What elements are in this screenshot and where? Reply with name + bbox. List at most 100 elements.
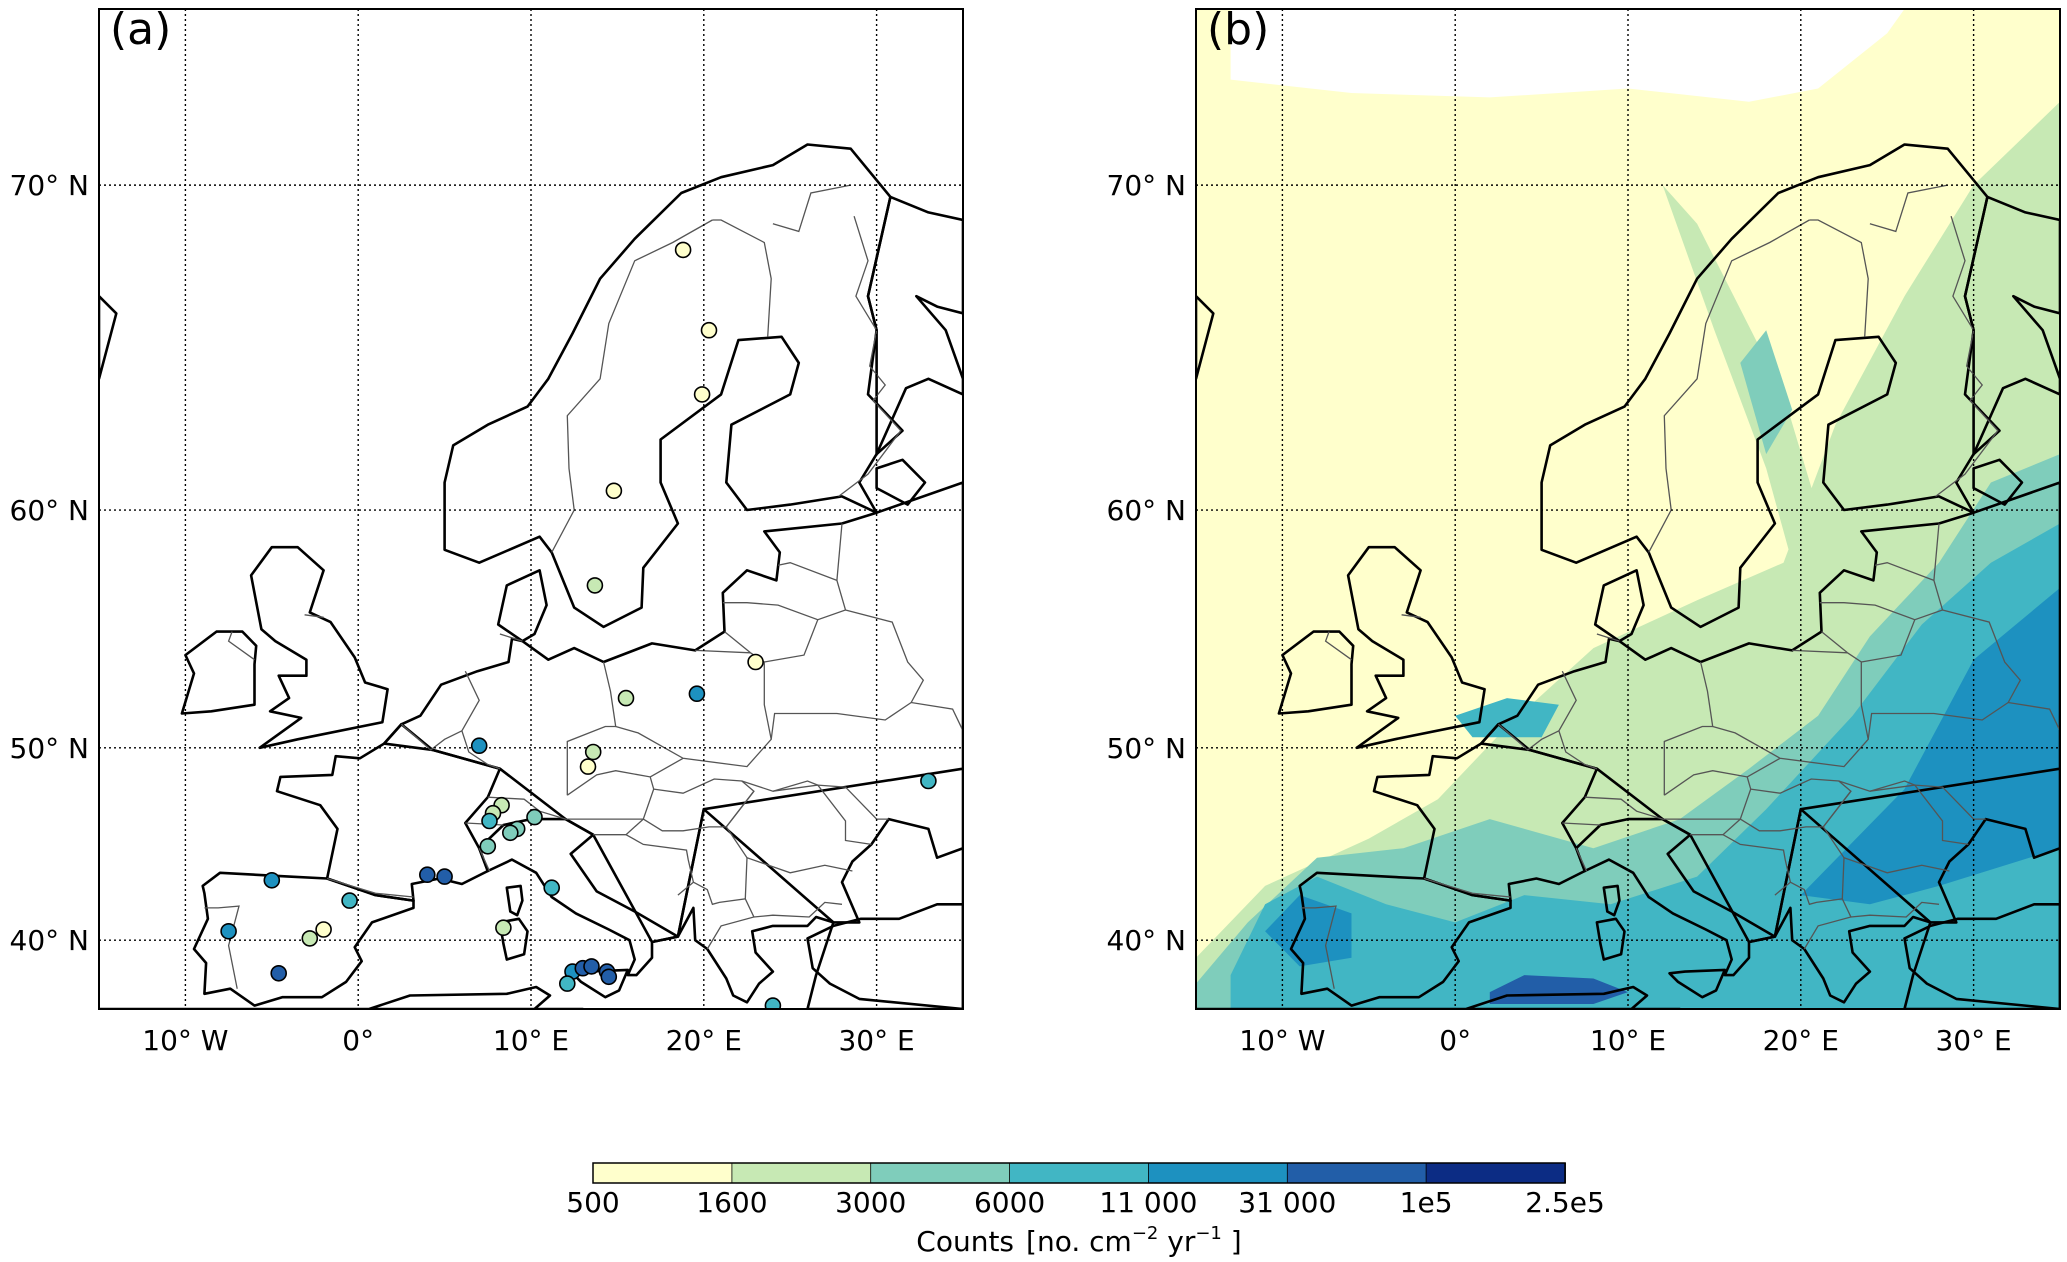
map-b-frame xyxy=(1195,8,2061,1010)
station-marker-14 xyxy=(526,808,543,826)
coastline-scandinavia-b xyxy=(1540,143,2001,629)
station-marker-28 xyxy=(270,964,288,982)
border-line-30-a xyxy=(204,905,240,989)
lat-tick-labels-b: 70° N 60° N 50° N 40° N xyxy=(1107,169,1186,957)
station-marker-19 xyxy=(418,866,436,884)
coastline-sardinia-b xyxy=(1595,917,1626,961)
station-marker-33 xyxy=(600,968,618,986)
border-line-24-b xyxy=(1790,881,1852,950)
station-markers xyxy=(220,241,937,1009)
border-line-31-a xyxy=(400,723,463,751)
station-marker-2 xyxy=(693,386,711,403)
border-line-2-b xyxy=(1869,184,1948,233)
border-line-1-b xyxy=(1809,219,1869,337)
border-line-9-a xyxy=(722,562,847,621)
border-line-10-a xyxy=(764,619,819,663)
border-line-0-a xyxy=(551,219,713,553)
coastline-turkey-a xyxy=(806,903,963,1009)
lat-label-50-b: 50° N xyxy=(1107,732,1186,765)
border-line-33-b xyxy=(1401,614,1421,618)
colorbar-bin-5 xyxy=(1286,1162,1428,1184)
border-line-13-b xyxy=(1933,523,1940,581)
colorbar-label: Counts [no. cm−2 yr−1 ] xyxy=(916,1223,1241,1258)
coastline-britain-a xyxy=(249,545,389,750)
graticule-b xyxy=(1196,9,2060,1009)
colorbar-label-exponent-1: −2 xyxy=(1132,1223,1159,1244)
coastline-balkans-south-a xyxy=(676,807,835,1004)
colorbar-bin-0 xyxy=(592,1162,733,1184)
border-line-26-a xyxy=(753,901,843,918)
colorbar-tick-7: 2.5e5 xyxy=(1525,1186,1605,1219)
station-marker-27 xyxy=(495,919,512,937)
colorbar-tick-1: 1600 xyxy=(696,1186,767,1219)
station-marker-1 xyxy=(700,321,718,339)
country-borders-a xyxy=(204,184,963,989)
station-marker-7 xyxy=(688,685,706,703)
station-marker-21 xyxy=(263,871,281,889)
coastline-lake-ladoga-b xyxy=(1972,458,2024,506)
lat-label-70-a: 70° N xyxy=(10,169,89,202)
border-line-10-b xyxy=(1861,619,1916,663)
border-line-13-a xyxy=(836,523,843,581)
coastline-britain-b xyxy=(1346,545,1486,750)
lat-tick-labels-a: 70° N 60° N 50° N 40° N xyxy=(10,169,89,957)
border-line-27-b xyxy=(1562,822,1601,826)
border-line-5-b xyxy=(1596,633,1620,642)
lat-label-60-b: 60° N xyxy=(1107,494,1186,527)
lon-label-0-b: 0° xyxy=(1439,1024,1471,1057)
coastline-corsica-b xyxy=(1602,884,1621,917)
lon-label-20-b: 20° E xyxy=(1763,1024,1839,1057)
colorbar-bin-2 xyxy=(870,1162,1011,1184)
border-line-21-b xyxy=(1869,780,1916,792)
border-line-4-a xyxy=(461,670,501,770)
colorbar-label-units: [no. cm xyxy=(1026,1225,1132,1258)
colorbar-tick-labels: 500 1600 3000 6000 11 000 31 000 1e5 2.5e5 xyxy=(566,1186,1605,1219)
colorbar-bin-1 xyxy=(731,1162,872,1184)
coastline-balkans-south-b xyxy=(1773,807,1932,1004)
coastline-africa-a xyxy=(99,985,585,1009)
coastline-scandinavia-a xyxy=(443,143,904,629)
lon-label-0-a: 0° xyxy=(342,1024,374,1057)
lon-label--10-a: 10° W xyxy=(142,1024,228,1057)
colorbar-label-exponent-2: −1 xyxy=(1195,1223,1222,1244)
colorbar-tick-6: 1e5 xyxy=(1400,1186,1453,1219)
border-line-3-a xyxy=(838,216,902,497)
coastline-sardinia-a xyxy=(498,917,529,961)
station-marker-8 xyxy=(470,737,488,755)
lon-label--10-b: 10° W xyxy=(1239,1024,1325,1057)
colorbar-frame xyxy=(592,1162,1566,1184)
colorbar: 500 1600 3000 6000 11 000 31 000 1e5 2.5e5 Coun… xyxy=(566,1162,1605,1258)
graticule-a xyxy=(99,9,963,1009)
lon-label-20-a: 20° E xyxy=(666,1024,742,1057)
border-line-1-a xyxy=(712,219,772,337)
border-line-19-b xyxy=(1822,790,1950,874)
station-marker-6 xyxy=(617,689,635,707)
colorbar-tick-0: 500 xyxy=(566,1186,619,1219)
coastline-corsica-a xyxy=(505,884,524,917)
border-line-23-b xyxy=(1722,834,1792,896)
land-outlines-b xyxy=(1196,143,2060,1009)
station-marker-31 xyxy=(583,958,600,975)
border-line-18-a xyxy=(741,780,872,846)
colorbar-bin-3 xyxy=(1009,1162,1150,1184)
border-line-29-b xyxy=(1423,877,1511,898)
coastline-sicily-b xyxy=(1668,968,1727,999)
station-marker-20 xyxy=(436,868,453,885)
colorbar-tick-3: 6000 xyxy=(974,1186,1045,1219)
border-line-12-a xyxy=(845,609,925,703)
lon-tick-labels-b: 10° W 0° 10° E 20° E 30° E xyxy=(1239,1024,2011,1057)
lon-label-30-a: 30° E xyxy=(838,1024,914,1057)
lat-label-40-b: 40° N xyxy=(1107,924,1186,957)
station-marker-17 xyxy=(479,837,497,855)
lon-label-10-b: 10° E xyxy=(1590,1024,1666,1057)
border-line-15-a xyxy=(566,725,616,796)
station-marker-22 xyxy=(543,879,561,897)
coastline-iceland-edge-b xyxy=(1196,294,1215,381)
border-line-12-b xyxy=(1942,609,2022,703)
border-line-15-b xyxy=(1663,725,1713,796)
border-line-5-a xyxy=(499,633,523,642)
border-line-20-a xyxy=(817,784,889,820)
coastline-ireland-b xyxy=(1277,630,1355,715)
border-line-11-b xyxy=(1867,701,2060,740)
colorbar-label-text: Counts xyxy=(916,1225,1014,1258)
